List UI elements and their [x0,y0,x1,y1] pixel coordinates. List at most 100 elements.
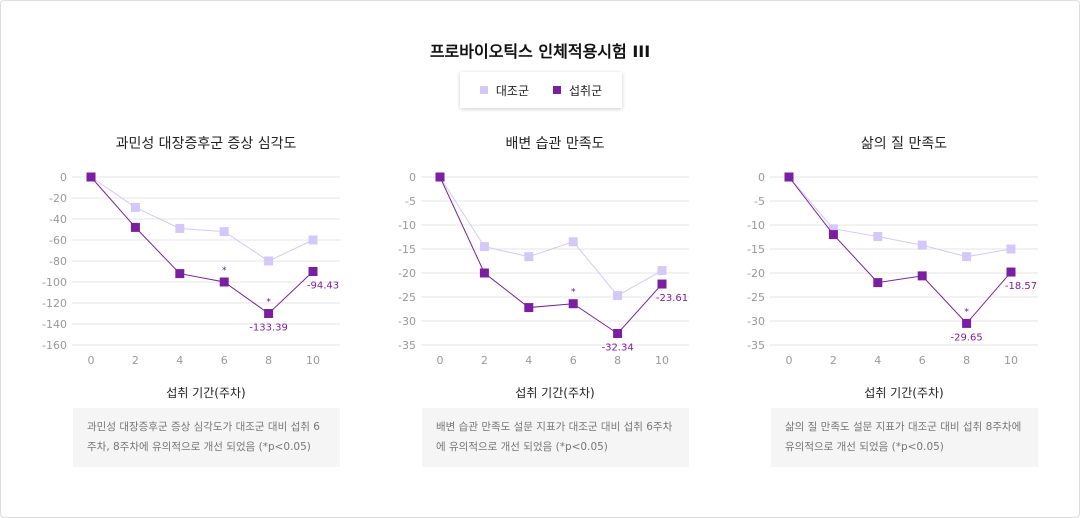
x-tick-label: 2 [481,354,488,367]
data-label: -32.34 [601,342,633,353]
chart-title: 과민성 대장증후군 증상 심각도 [115,136,297,152]
data-point-control [828,224,838,234]
data-point-treatment [657,279,667,289]
x-tick-label: 0 [88,354,95,367]
data-point-treatment [873,278,883,288]
data-point-control [524,252,534,262]
y-tick-label: -5 [754,195,765,208]
x-tick-label: 10 [306,354,320,367]
data-point-treatment [784,172,794,182]
data-point-control [962,252,972,262]
data-point-treatment [917,271,927,281]
y-tick-label: -120 [42,297,67,310]
chart-note: 배변 습관 만족도 설문 지표가 대조군 대비 섭취 6주차에 유의적으로 개선… [422,408,689,467]
data-label: -23.61 [656,293,688,304]
y-tick-label: -80 [49,255,67,268]
legend-label: 대조군 [495,83,529,98]
series-line-treatment [439,176,663,335]
data-point-treatment [130,222,140,232]
y-tick-label: -35 [398,339,416,352]
series-line-control [90,176,314,262]
y-tick-label: 0 [60,171,67,184]
chart-plot: 0 -5 -10 -15 -20 -25 -30 -35 0 2 4 6 8 10 * -32.34 -23.6… [398,171,689,367]
x-tick-label: 6 [221,354,228,367]
x-tick-label: 6 [919,354,926,367]
significance-star: * [222,266,227,276]
data-label: -133.39 [249,323,288,334]
y-tick-label: -25 [398,291,416,304]
significance-star: * [266,298,271,308]
x-axis-label: 섭취 기간(주차) [166,386,246,400]
data-point-control [917,240,927,250]
x-tick-label: 6 [570,354,577,367]
data-label: -18.57 [1005,281,1037,292]
data-point-control [479,242,489,252]
x-tick-label: 2 [132,354,139,367]
x-tick-label: 10 [655,354,669,367]
y-tick-label: -20 [49,192,67,205]
data-point-treatment [435,172,445,182]
legend: 대조군 섭취군 [460,72,622,108]
series-line-treatment [788,176,1012,325]
data-point-treatment [479,268,489,278]
data-point-treatment [1006,267,1016,277]
significance-star: * [571,288,576,298]
data-point-control [219,227,229,237]
data-point-control [568,237,578,247]
data-point-control [264,256,274,266]
x-tick-label: 0 [437,354,444,367]
data-point-treatment [86,172,96,182]
y-tick-label: 0 [409,171,416,184]
legend-item-treatment[interactable]: 섭취군 [553,82,602,99]
y-tick-label: -15 [747,243,765,256]
y-tick-label: -100 [42,276,67,289]
y-tick-label: -140 [42,318,67,331]
x-tick-label: 8 [614,354,621,367]
data-point-treatment [828,230,838,240]
chart-panel-ibs: 과민성 대장증후군 증상 심각도 0 -20 -40 -60 -80 -100 -120 -1… [0,0,349,518]
x-axis-label: 섭취 기간(주차) [515,386,595,400]
x-tick-label: 4 [525,354,532,367]
data-point-treatment [264,309,274,318]
data-point-treatment [175,269,185,279]
data-point-control [308,235,318,245]
series-line-control [788,176,1012,258]
y-tick-label: -40 [49,213,67,226]
y-tick-label: -160 [42,339,67,352]
x-tick-label: 0 [786,354,793,367]
series-line-treatment [90,176,314,315]
y-tick-label: -20 [398,267,416,280]
x-tick-label: 4 [176,354,183,367]
x-tick-label: 2 [830,354,837,367]
data-point-control [873,232,883,242]
y-tick-label: -30 [747,315,765,328]
data-point-treatment [962,318,972,328]
data-point-control [1006,244,1016,254]
x-tick-label: 10 [1004,354,1018,367]
y-tick-label: -10 [747,219,765,232]
y-tick-label: -60 [49,234,67,247]
page-title: 프로바이오틱스 인체적용시험 III [429,42,651,61]
y-tick-label: -15 [398,243,416,256]
chart-note: 삶의 질 만족도 설문 지표가 대조군 대비 섭취 8주차에 유의적으로 개선 … [771,408,1038,467]
data-point-treatment [308,267,318,276]
data-point-control [657,266,667,276]
data-label: -29.65 [950,332,982,343]
chart-panel-qol: 삶의 질 만족도 0 -5 -10 -15 -20 -25 -30 -35 0 2 4 6 8 10 * -2… [698,0,1047,518]
chart-note: 과민성 대장증후군 증상 심각도가 대조군 대비 섭취 6주차, 8주차에 유의… [73,408,340,467]
data-point-control [613,291,623,301]
significance-star: * [964,307,969,317]
chart-title: 배변 습관 만족도 [505,136,605,152]
legend-item-control[interactable]: 대조군 [479,82,529,99]
chart-plot: 0 -20 -40 -60 -80 -100 -120 -140 -160 0 2 4 6 8 10 * * -1… [42,171,340,367]
legend-swatch-control [479,86,488,94]
legend-swatch-treatment [553,86,561,94]
y-tick-label: -25 [747,291,765,304]
data-point-control [175,223,185,233]
y-tick-label: -5 [405,195,416,208]
y-tick-label: -35 [747,339,765,352]
y-tick-label: 0 [758,171,765,184]
data-point-treatment [219,277,229,287]
x-tick-label: 8 [265,354,272,367]
y-tick-label: -30 [398,315,416,328]
